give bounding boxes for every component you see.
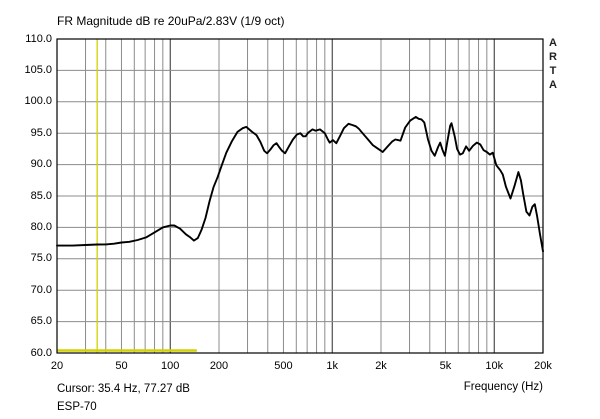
x-tick-label: 1k [326, 360, 339, 372]
x-tick-label: 20k [534, 360, 552, 372]
x-tick-label: 2k [375, 360, 387, 372]
y-tick-label: 60.0 [30, 346, 52, 359]
y-tick-label: 65.0 [30, 315, 52, 328]
y-tick-label: 80.0 [30, 220, 52, 233]
fr-curve [56, 115, 544, 253]
x-tick-label: 200 [209, 360, 229, 372]
x-tick-label: 500 [274, 360, 293, 372]
y-tick-label: 70.0 [30, 283, 52, 296]
chart-title: FR Magnitude dB re 20uPa/2.83V (1/9 oct) [57, 14, 285, 28]
y-tick-label: 100.0 [24, 95, 52, 108]
x-tick-label: 50 [115, 360, 128, 372]
x-axis-title: Frequency (Hz) [463, 381, 543, 393]
y-tick-label: 75.0 [30, 252, 52, 265]
arta-logo: ARTA [547, 37, 559, 93]
y-tick-label: 110.0 [25, 32, 52, 45]
y-tick-label: 85.0 [30, 189, 52, 202]
y-tick-label: 95.0 [30, 126, 52, 139]
x-tick-label: 5k [439, 360, 452, 372]
x-tick-label: 10k [485, 360, 504, 372]
device-label: ESP-70 [57, 401, 97, 413]
plot-border [56, 38, 544, 354]
y-tick-label: 90.0 [30, 158, 52, 171]
x-tick-label: 20 [50, 360, 64, 372]
y-tick-label: 105.0 [24, 63, 52, 76]
cursor-readout: Cursor: 35.4 Hz, 77.27 dB [57, 383, 190, 395]
x-tick-label: 100 [161, 360, 180, 372]
